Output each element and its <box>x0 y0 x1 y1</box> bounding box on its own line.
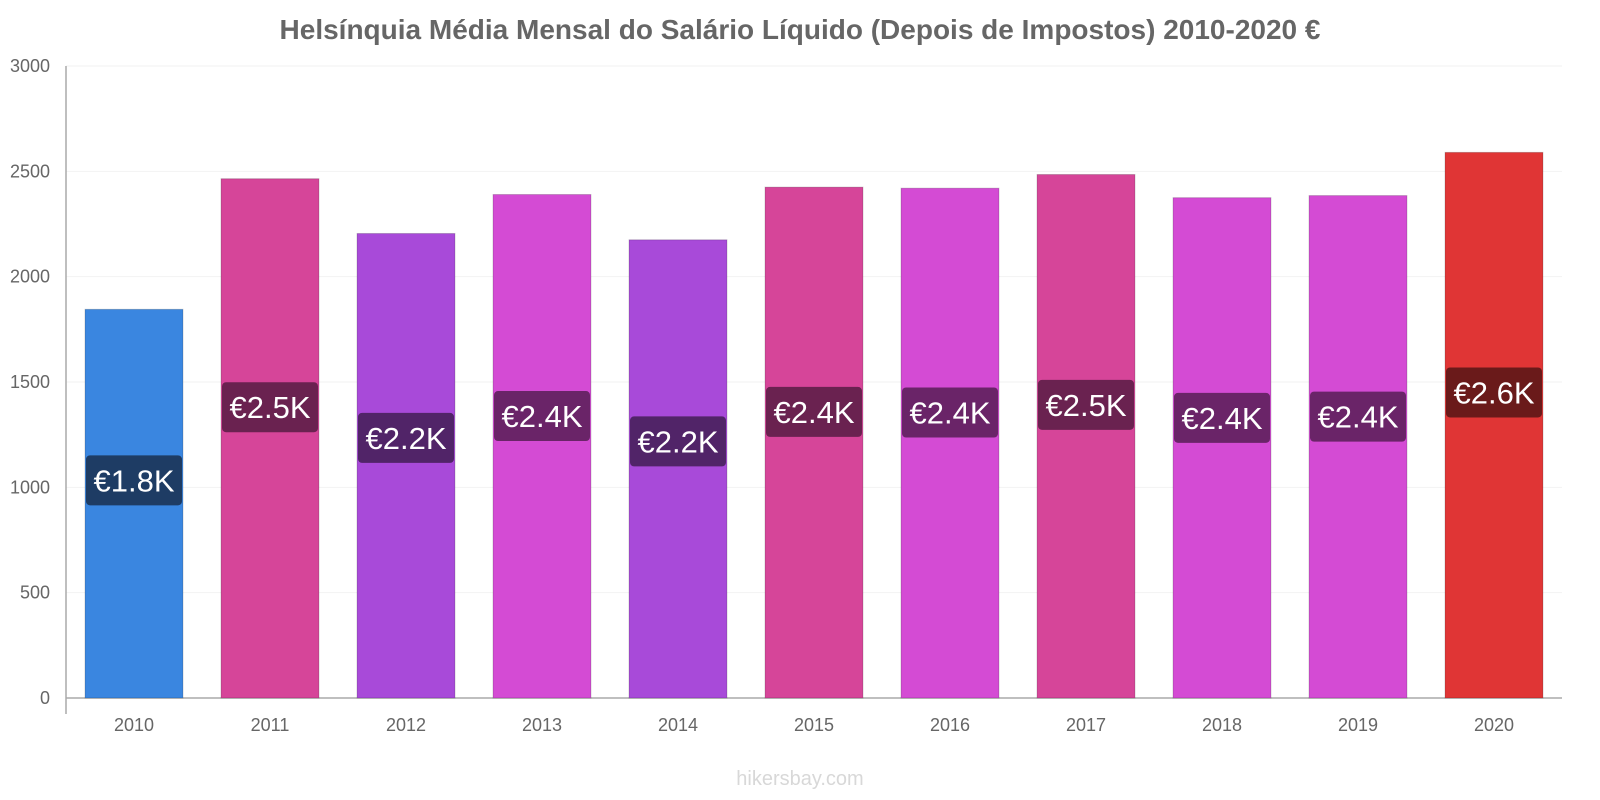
y-tick-label: 1000 <box>10 477 50 497</box>
data-label: €2.4K <box>501 399 582 434</box>
y-tick-label: 3000 <box>10 56 50 76</box>
x-tick-label: 2018 <box>1202 715 1242 735</box>
bar <box>356 232 456 699</box>
y-tick-label: 1500 <box>10 372 50 392</box>
x-tick-label: 2013 <box>522 715 562 735</box>
bar <box>1036 173 1136 699</box>
x-tick-label: 2015 <box>794 715 834 735</box>
data-label-badge <box>494 391 590 442</box>
data-label: €2.4K <box>773 395 854 430</box>
y-tick-label: 2500 <box>10 161 50 181</box>
data-label-badge <box>766 386 862 437</box>
bar <box>1308 195 1408 699</box>
bar <box>220 178 320 699</box>
data-label: €2.4K <box>1317 400 1398 435</box>
data-label-badge <box>86 455 182 506</box>
bar <box>764 186 864 699</box>
bar <box>900 187 1000 699</box>
x-tick-label: 2017 <box>1066 715 1106 735</box>
x-tick-label: 2012 <box>386 715 426 735</box>
data-label-badge <box>630 416 726 467</box>
bar <box>1444 151 1544 699</box>
x-tick-label: 2020 <box>1474 715 1514 735</box>
x-tick-label: 2016 <box>930 715 970 735</box>
data-label-badge <box>1446 367 1542 418</box>
x-tick-label: 2010 <box>114 715 154 735</box>
data-label-badge <box>902 387 998 438</box>
data-label-badge <box>1310 391 1406 442</box>
chart-title: Helsínquia Média Mensal do Salário Líqui… <box>279 14 1321 45</box>
data-label: €1.8K <box>93 463 174 498</box>
watermark: hikersbay.com <box>736 768 864 790</box>
x-tick-label: 2019 <box>1338 715 1378 735</box>
data-label: €2.5K <box>229 390 310 425</box>
y-tick-label: 500 <box>20 583 50 603</box>
bar <box>1172 197 1272 699</box>
data-label: €2.6K <box>1453 375 1534 410</box>
y-tick-label: 0 <box>40 688 50 708</box>
data-label: €2.4K <box>1181 401 1262 436</box>
data-label: €2.2K <box>365 421 446 456</box>
data-label: €2.5K <box>1045 388 1126 423</box>
data-label: €2.2K <box>637 424 718 459</box>
data-label: €2.4K <box>909 396 990 431</box>
data-label-badge <box>222 382 318 433</box>
bar <box>492 194 592 699</box>
data-label-badge <box>358 412 454 463</box>
x-tick-label: 2014 <box>658 715 698 735</box>
y-tick-label: 2000 <box>10 267 50 287</box>
data-label-badge <box>1174 392 1270 443</box>
x-tick-label: 2011 <box>251 715 290 735</box>
bar <box>628 239 728 699</box>
data-label-badge <box>1038 379 1134 430</box>
